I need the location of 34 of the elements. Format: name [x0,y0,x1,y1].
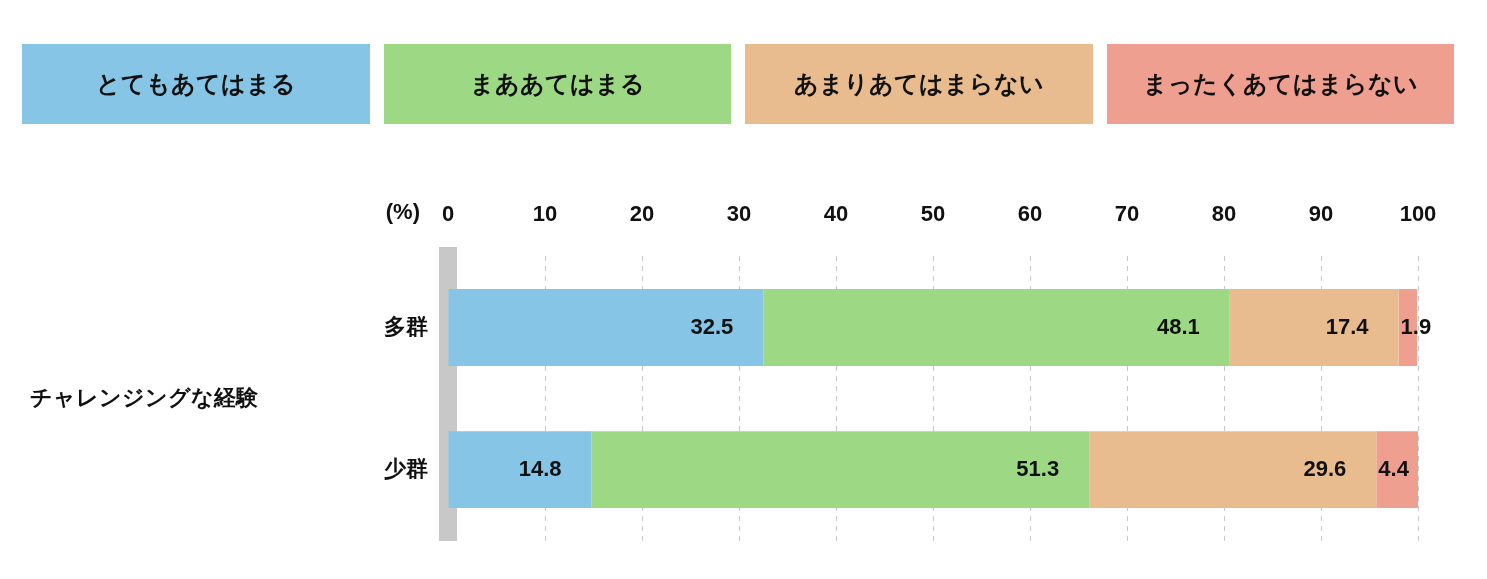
x-tick-label: 60 [1017,201,1043,227]
bar [763,289,1230,366]
x-tick-label: 50 [920,201,946,227]
x-tick-label: 70 [1114,201,1140,227]
data-label: 32.5 [690,313,734,339]
data-label: 14.8 [518,455,562,481]
y-tick-label: 多群 [384,313,428,339]
data-label: 51.3 [1016,455,1060,481]
bar [1089,431,1377,509]
x-tick-label: 20 [629,201,655,227]
x-tick-label: 80 [1211,201,1237,227]
data-label: 1.9 [1400,313,1432,339]
x-tick-label: 40 [823,201,849,227]
y-tick-label: 少群 [384,455,428,481]
data-label: 17.4 [1325,313,1370,339]
data-label: 48.1 [1156,313,1200,339]
bar [448,431,592,509]
bar [591,431,1090,509]
text: まったくあてはまらない [1106,44,1454,124]
x-tick-label: 100 [1399,201,1437,227]
text: チャレンジングな経験 [30,384,259,410]
bar [448,289,764,366]
bar [1376,431,1418,509]
x-tick-label: 0 [441,201,455,227]
text: あまりあてはまらない [745,44,1093,124]
data-label: 29.6 [1303,455,1347,481]
x-axis-title: (%) [385,199,420,225]
data-label: 4.4 [1378,455,1410,481]
x-tick-label: 30 [726,201,752,227]
x-tick-label: 10 [532,201,558,227]
x-tick-label: 90 [1308,201,1334,227]
text: とてもあてはまる [22,44,370,124]
bar [1229,289,1399,366]
text: まああてはまる [383,44,731,124]
